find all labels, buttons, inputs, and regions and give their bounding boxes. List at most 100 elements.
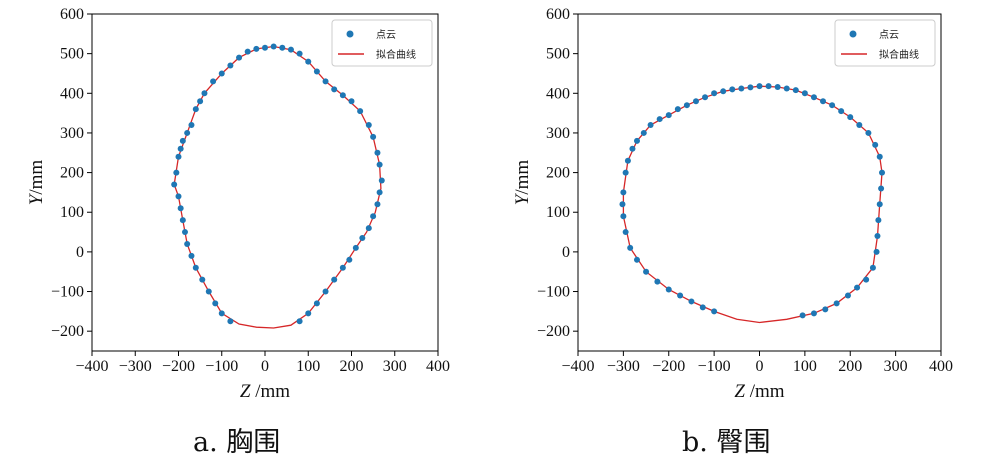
point-cloud-dot — [339, 92, 346, 99]
point-cloud-dot — [627, 244, 634, 251]
point-cloud-dot — [184, 129, 191, 136]
point-cloud-dot — [699, 304, 706, 311]
x-axis-title: Z /mm — [240, 381, 290, 402]
x-tick-label: 0 — [756, 358, 764, 375]
point-cloud-dot — [378, 177, 385, 184]
point-cloud-dot — [218, 310, 225, 317]
point-cloud-dot — [879, 169, 886, 176]
point-cloud-dot — [205, 288, 212, 295]
x-axis-unit: /mm — [250, 381, 290, 402]
x-tick-label: −100 — [205, 358, 238, 375]
point-cloud-dot — [875, 217, 882, 224]
point-cloud-dot — [177, 205, 184, 212]
point-cloud-dot — [227, 318, 234, 325]
point-cloud-dot — [622, 169, 629, 176]
point-cloud-dot — [376, 189, 383, 196]
x-axis-unit: /mm — [745, 381, 785, 402]
x-tick-label: 400 — [426, 358, 450, 375]
point-cloud-dot — [365, 122, 372, 129]
x-axis-var: Z — [734, 381, 745, 402]
point-cloud-dot — [262, 44, 268, 51]
point-cloud-dot — [622, 229, 629, 236]
x-tick-label: 300 — [383, 358, 407, 375]
point-cloud-dot — [619, 201, 626, 208]
y-tick-label: 0 — [76, 244, 84, 261]
point-cloud-dot — [810, 310, 817, 317]
y-tick-label: 300 — [546, 125, 570, 142]
point-cloud-dot — [236, 54, 243, 61]
x-tick-label: −400 — [75, 358, 108, 375]
fitted-curve — [622, 85, 883, 324]
point-cloud-dot — [352, 244, 359, 251]
legend-label: 点云 — [879, 29, 899, 41]
point-cloud-dot — [192, 106, 199, 113]
y-tick-label: 300 — [60, 125, 84, 142]
y-tick-label: 0 — [562, 244, 570, 261]
point-cloud-dot — [173, 169, 180, 176]
point-cloud-dot — [359, 235, 366, 242]
point-cloud-dot — [629, 145, 636, 152]
point-cloud-dot — [348, 98, 355, 105]
y-tick-label: 500 — [546, 46, 570, 63]
point-cloud-dot — [783, 85, 790, 92]
point-cloud-dot — [674, 106, 681, 113]
y-tick-label: 100 — [546, 204, 570, 221]
point-cloud-dot — [633, 256, 640, 263]
point-cloud-dot — [873, 248, 880, 255]
point-cloud-dot — [711, 308, 718, 315]
y-tick-label: −200 — [51, 323, 84, 340]
y-tick-label: −100 — [51, 284, 84, 301]
point-cloud-dot — [620, 213, 627, 220]
point-cloud-dot — [192, 264, 199, 271]
y-tick-label: −100 — [537, 284, 570, 301]
x-tick-label: 400 — [929, 358, 953, 375]
point-cloud-dot — [688, 298, 695, 305]
point-cloud-dot — [774, 83, 781, 90]
point-cloud-dot — [856, 122, 863, 129]
point-cloud-dot — [370, 133, 377, 140]
point-cloud-dot — [370, 213, 377, 220]
y-tick-label: 600 — [60, 6, 84, 23]
y-axis-title: Y/mm — [26, 160, 47, 206]
point-cloud-dot — [654, 278, 661, 285]
point-cloud-dot — [792, 87, 799, 94]
point-cloud-dot — [296, 318, 303, 325]
y-axis-var: Y — [26, 192, 47, 205]
point-cloud-dot — [863, 276, 870, 283]
point-cloud-dot — [305, 310, 312, 317]
point-cloud-dot — [683, 102, 690, 109]
point-cloud-dot — [244, 48, 251, 55]
point-cloud-dot — [331, 86, 338, 93]
point-cloud-dot — [346, 256, 353, 263]
y-axis-var: Y — [512, 192, 533, 205]
point-cloud-dot — [620, 189, 627, 196]
point-cloud-dot — [199, 276, 206, 283]
point-cloud-dot — [711, 90, 718, 97]
x-tick-label: −300 — [607, 358, 640, 375]
point-cloud-dot — [665, 286, 672, 293]
point-cloud-dot — [188, 122, 195, 129]
y-tick-label: 100 — [60, 204, 84, 221]
point-cloud-dot — [838, 108, 845, 115]
x-tick-label: −400 — [561, 358, 594, 375]
y-axis-unit: /mm — [512, 160, 533, 195]
point-cloud-dot — [171, 181, 178, 188]
point-cloud-dot — [184, 240, 191, 247]
y-tick-label: 400 — [546, 85, 570, 102]
point-cloud-dot — [624, 157, 631, 164]
x-tick-label: 200 — [340, 358, 364, 375]
y-tick-label: 600 — [546, 6, 570, 23]
caption-chest: a. 胸围 — [193, 427, 281, 458]
point-cloud-dot — [322, 78, 329, 85]
fitted-curve — [173, 45, 382, 329]
point-cloud-dot — [810, 94, 817, 101]
legend-marker-points — [346, 30, 354, 38]
point-cloud-dot — [177, 145, 184, 152]
caption-hip: b. 臀围 — [682, 427, 771, 458]
point-cloud-dot — [801, 90, 808, 97]
x-tick-label: −300 — [119, 358, 152, 375]
y-tick-label: 200 — [60, 165, 84, 182]
point-cloud-dot — [210, 78, 217, 85]
chart-hip: −400 −300 −200 −100 0 100 200 300 400 −200 −100 0 10… — [512, 6, 953, 402]
point-cloud-dot — [197, 98, 204, 105]
